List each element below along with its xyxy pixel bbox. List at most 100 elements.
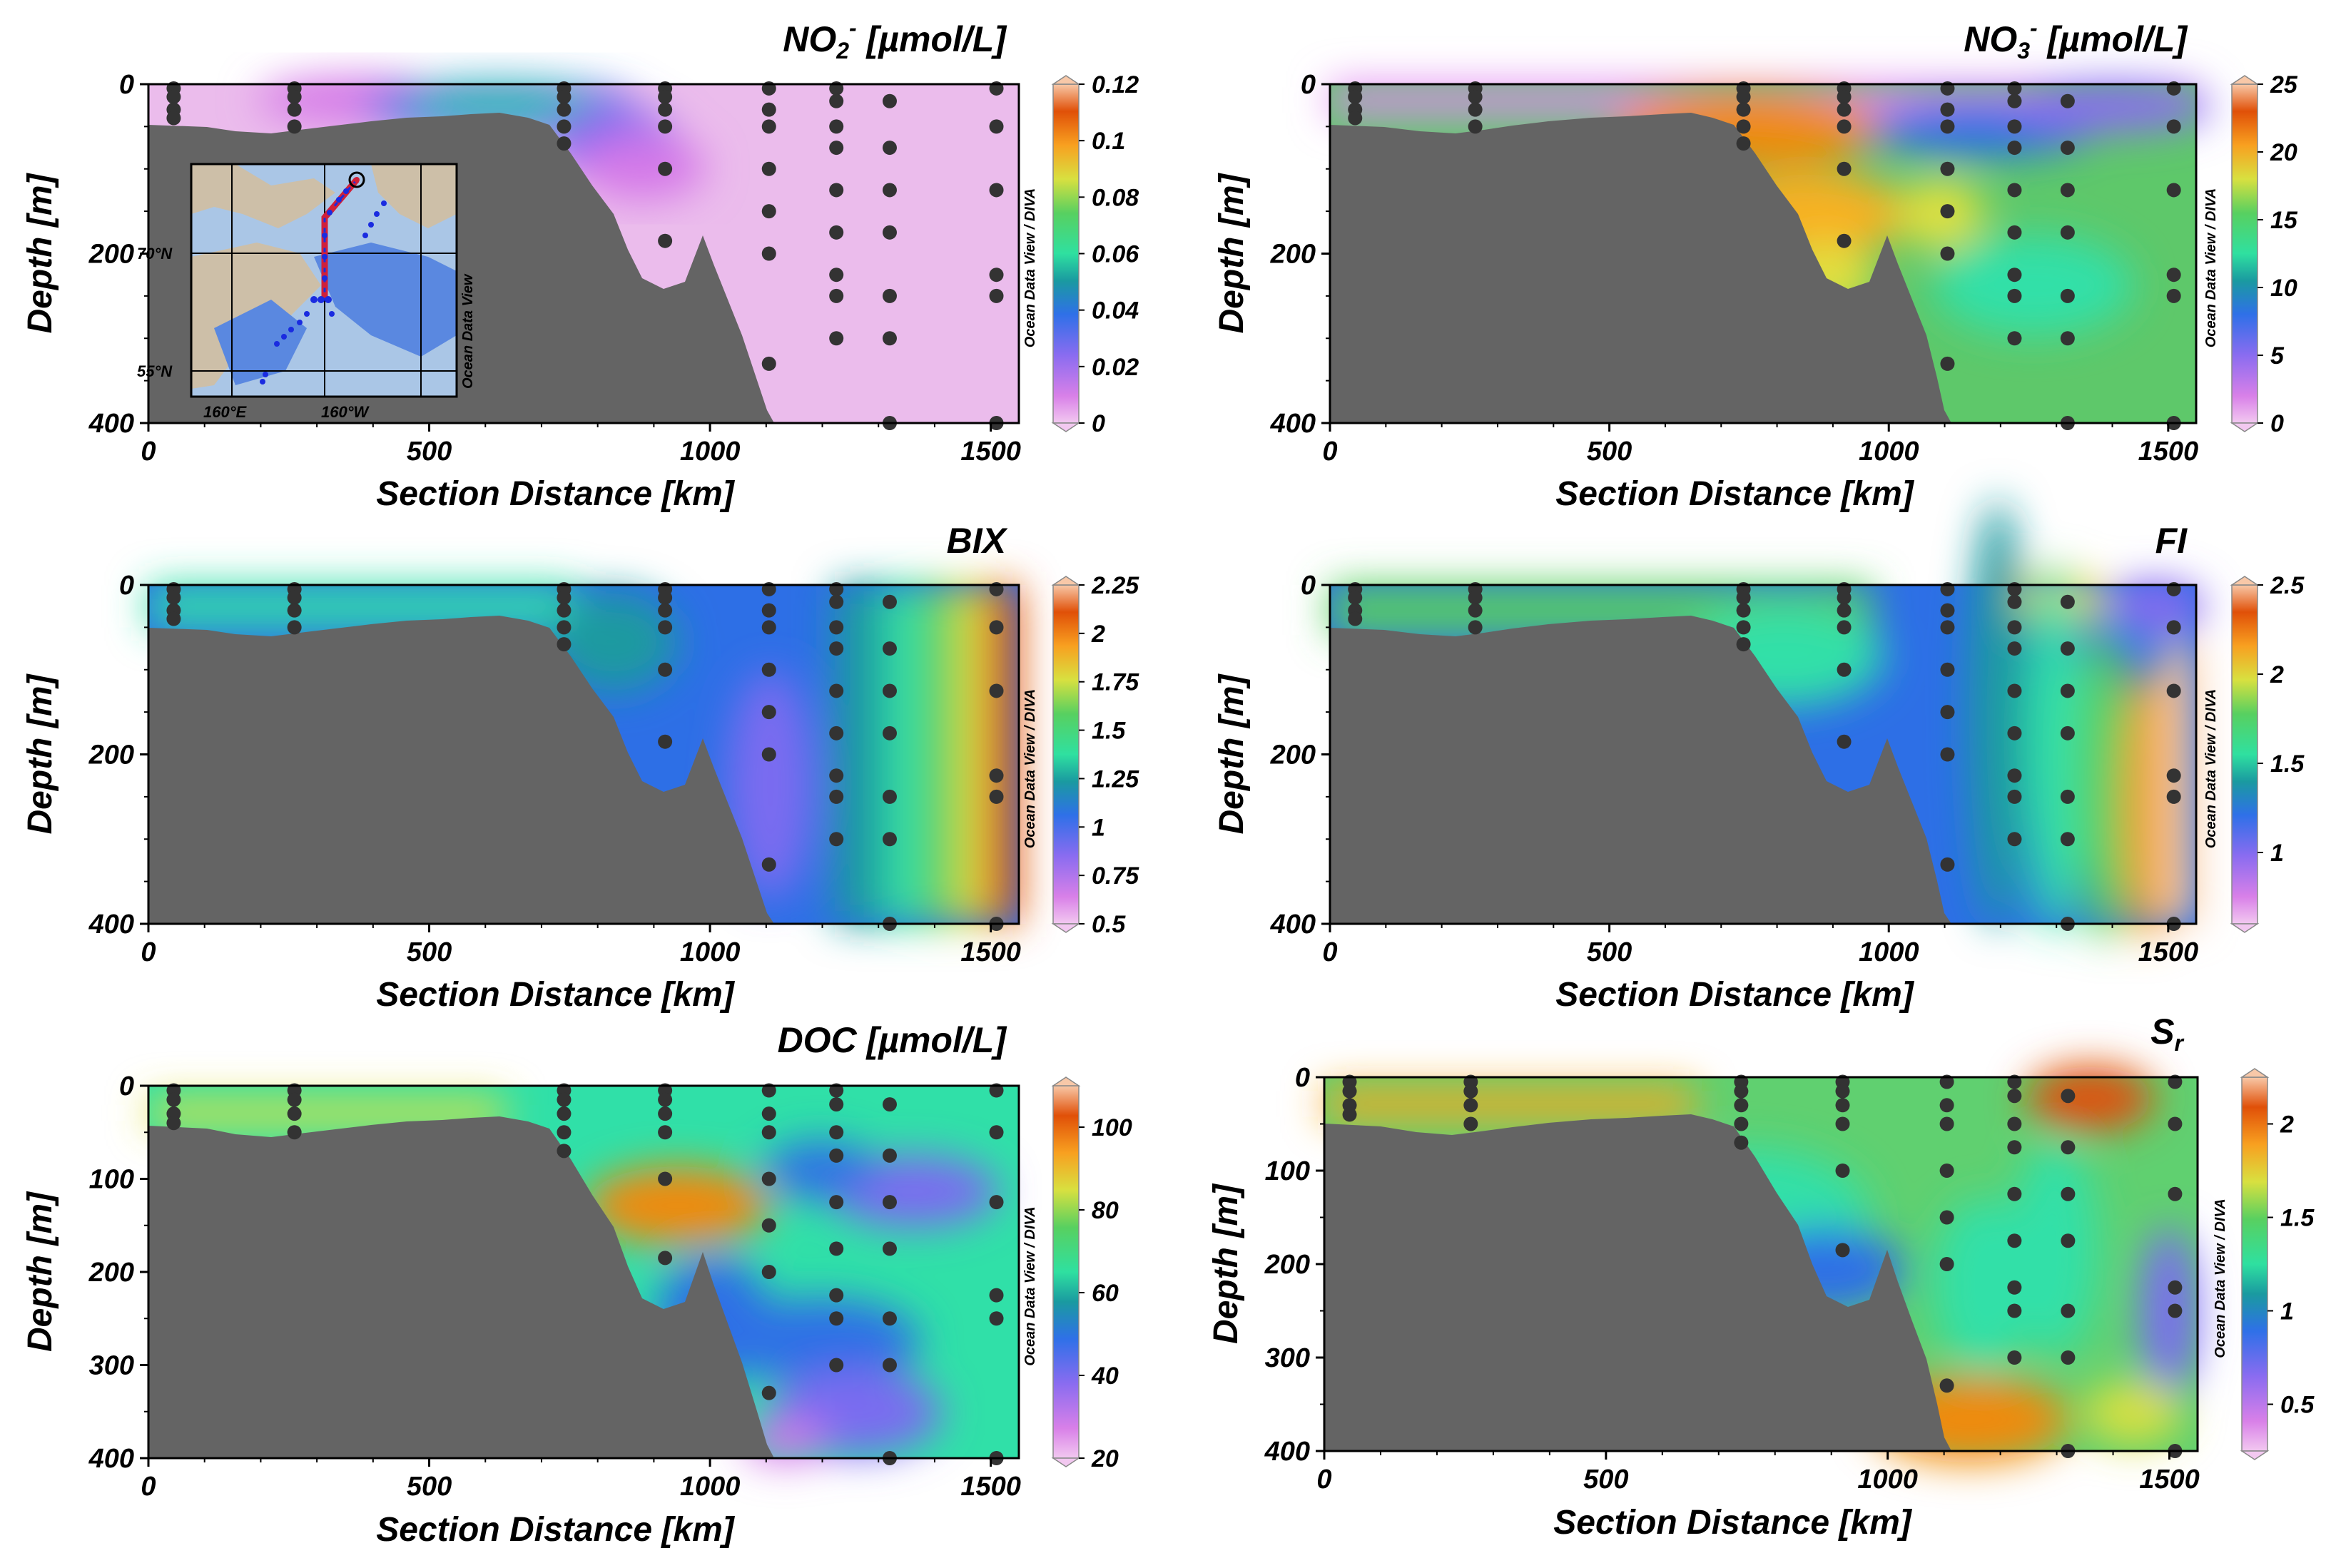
station-dot <box>658 1092 673 1107</box>
station-dot <box>557 637 572 652</box>
colorbar-tick-label: 0 <box>2270 410 2284 437</box>
station-dot <box>1348 89 1363 104</box>
station-dot <box>882 832 897 847</box>
inset-lon-160w: 160°W <box>321 403 370 421</box>
station-dot <box>761 1171 776 1186</box>
colorbar-tick-label: 2 <box>1091 621 1105 648</box>
station-dot <box>166 590 181 605</box>
station-dot <box>1835 1116 1850 1131</box>
colorbar-tick-label: 2.25 <box>1091 572 1139 599</box>
station-dot <box>761 356 776 371</box>
station-dot <box>1736 119 1751 134</box>
station-dot <box>1939 1098 1954 1113</box>
station-dot <box>761 620 776 635</box>
colorbar-tick-label: 60 <box>1092 1280 1119 1307</box>
y-tick-label: 100 <box>1265 1156 1310 1186</box>
y-tick-label: 0 <box>1301 571 1316 601</box>
panel-fi: 0 500 1000 1500 0 200 400 Section Distance [km]… <box>1213 499 2305 1014</box>
station-dot <box>1736 603 1751 618</box>
station-dot <box>1736 102 1751 117</box>
y-tick-label: 400 <box>88 1444 134 1474</box>
station-dot <box>2060 225 2075 240</box>
station-dot <box>829 1125 844 1140</box>
inset-watermark: Ocean Data View <box>460 273 476 389</box>
station-dot <box>882 225 897 240</box>
axes-bix: 0 500 1000 1500 0 200 400 Section Distance [km]… <box>21 571 1139 1014</box>
colorbar-tick-label: 0.5 <box>2280 1392 2315 1419</box>
station-dot <box>2060 683 2075 698</box>
station-dot <box>2007 726 2022 740</box>
station-dot <box>658 1171 673 1186</box>
station-dot <box>658 590 673 605</box>
y-tick-label: 300 <box>89 1351 134 1381</box>
station-dot <box>1940 119 1955 134</box>
panel-no2: 70°N 55°N 160°E 160°W Ocean Data View 0 5… <box>21 15 1139 513</box>
station-dot <box>989 288 1004 303</box>
colorbar-caption: Ocean Data View / DIVA <box>1022 188 1038 347</box>
x-tick-label: 0 <box>1316 1465 1331 1495</box>
station-dot <box>882 331 897 346</box>
colorbar-tick-label: 0.5 <box>1092 911 1126 938</box>
colorbar-tick-label: 1.25 <box>1092 765 1139 793</box>
station-dot <box>2166 683 2181 698</box>
station-dot <box>2061 1186 2076 1201</box>
title-no3: NO3- [µmol/L] <box>1964 15 2188 63</box>
station-dot <box>2007 1350 2022 1365</box>
station-dot <box>1939 1210 1954 1225</box>
station-dot <box>761 161 776 176</box>
colorbar-tick-label: 10 <box>2270 275 2297 302</box>
x-tick-label: 0 <box>141 437 156 467</box>
station-dot <box>2007 93 2022 108</box>
station-dot <box>2007 1140 2022 1155</box>
station-dot <box>2007 1089 2022 1104</box>
colorbar-tick-label: 40 <box>1091 1363 1119 1390</box>
x-tick-label: 0 <box>1322 437 1337 467</box>
x-axis-label: Section Distance [km] <box>376 475 735 513</box>
station-dot <box>829 1241 844 1256</box>
inset-lon-160e: 160°E <box>203 403 248 421</box>
station-dot <box>829 183 844 198</box>
colorbar-tick-label: 2.5 <box>2270 572 2305 599</box>
colorbar <box>1052 83 1080 424</box>
station-dot <box>829 832 844 847</box>
station-dot <box>1463 1084 1478 1099</box>
colorbar-tick-label: 0 <box>1092 410 1105 437</box>
colorbar-tick-label: 0.04 <box>1092 297 1139 325</box>
station-dot <box>1835 1098 1850 1113</box>
colorbar-bottom-cap <box>1051 923 1081 933</box>
station-dot <box>882 93 897 108</box>
panel-bix: 0 500 1000 1500 0 200 400 Section Distance [km]… <box>21 521 1139 1014</box>
y-tick-label: 400 <box>88 409 134 439</box>
plot-area-sr <box>1324 1066 2198 1462</box>
station-dot <box>1940 857 1955 872</box>
station-dot <box>2168 1303 2183 1318</box>
station-dot <box>2166 288 2181 303</box>
station-dot <box>1468 119 1483 134</box>
station-dot <box>557 1106 572 1121</box>
station-dot <box>829 1358 844 1373</box>
x-axis-label: Section Distance [km] <box>1553 1504 1912 1542</box>
station-dot <box>989 1311 1004 1326</box>
x-axis-label: Section Distance [km] <box>376 976 735 1014</box>
colorbar-bottom-cap <box>2230 422 2260 432</box>
station-dot <box>1837 161 1852 176</box>
station-dot <box>1342 1084 1357 1099</box>
station-dot <box>2007 683 2022 698</box>
y-axis-label: Depth [m] <box>21 673 59 835</box>
station-dot <box>829 1097 844 1112</box>
station-dot <box>2060 832 2075 847</box>
station-dot <box>989 789 1004 804</box>
y-tick-label: 200 <box>88 740 134 770</box>
x-tick-label: 1500 <box>2139 1465 2200 1495</box>
x-axis-label: Section Distance [km] <box>1555 475 1914 513</box>
station-dot <box>2007 1186 2022 1201</box>
station-dot <box>829 768 844 783</box>
station-dot <box>2060 93 2075 108</box>
panel-sr: 0 500 1000 1500 0 100 200 300 400 Section Distanc… <box>1207 1012 2315 1542</box>
y-tick-label: 0 <box>119 1071 134 1101</box>
x-tick-label: 0 <box>1322 937 1337 967</box>
station-dot <box>1736 590 1751 605</box>
station-dot <box>761 857 776 872</box>
